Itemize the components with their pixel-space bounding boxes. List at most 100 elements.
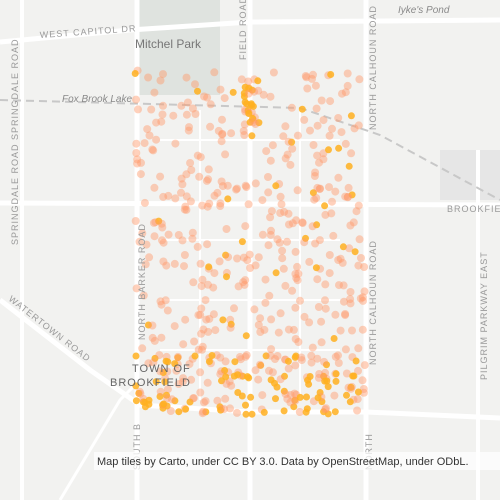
point xyxy=(169,111,178,120)
point xyxy=(191,352,199,360)
point xyxy=(134,105,142,114)
point xyxy=(250,305,259,314)
point xyxy=(222,225,231,233)
point xyxy=(300,312,309,321)
point xyxy=(317,338,326,347)
point xyxy=(254,86,263,95)
point xyxy=(157,219,166,228)
place-label: Mitchel Park xyxy=(135,37,202,51)
point xyxy=(156,76,165,85)
point xyxy=(178,377,187,386)
point xyxy=(205,314,214,323)
point xyxy=(132,139,141,148)
point xyxy=(325,131,334,140)
point xyxy=(321,280,330,289)
point xyxy=(302,408,310,416)
point xyxy=(321,202,329,210)
point xyxy=(216,199,225,208)
point xyxy=(335,281,343,290)
place-label: Fox Brook Lake xyxy=(62,94,132,105)
point xyxy=(249,118,258,127)
point xyxy=(214,126,223,135)
point xyxy=(341,310,350,318)
point xyxy=(180,205,189,214)
point xyxy=(223,273,230,281)
point xyxy=(258,196,267,205)
point xyxy=(264,241,273,250)
point xyxy=(298,105,306,113)
point xyxy=(234,389,242,396)
point xyxy=(142,240,151,249)
point xyxy=(349,372,357,380)
point xyxy=(291,335,300,343)
point xyxy=(329,231,338,240)
point xyxy=(148,321,157,330)
point xyxy=(346,288,355,296)
place-label: Iyke's Pond xyxy=(398,5,450,16)
point xyxy=(330,335,338,342)
point xyxy=(345,162,353,170)
point xyxy=(209,310,218,319)
point xyxy=(298,219,307,227)
point xyxy=(326,97,335,106)
road xyxy=(0,298,500,421)
point xyxy=(279,132,288,141)
point xyxy=(135,237,144,246)
point xyxy=(328,124,336,133)
point xyxy=(360,287,369,296)
point xyxy=(313,354,322,363)
point xyxy=(159,192,168,201)
point xyxy=(210,269,219,278)
point xyxy=(321,296,329,305)
point xyxy=(341,192,350,201)
point xyxy=(343,391,350,399)
point xyxy=(131,217,140,225)
point xyxy=(182,205,191,214)
point xyxy=(348,191,356,199)
point xyxy=(347,112,355,120)
point xyxy=(276,309,285,318)
point xyxy=(193,151,202,160)
point xyxy=(280,387,288,395)
point xyxy=(203,202,212,211)
point xyxy=(284,137,293,146)
point xyxy=(233,184,241,193)
point xyxy=(336,254,345,263)
point xyxy=(242,351,251,360)
point xyxy=(349,218,358,227)
point xyxy=(287,103,296,112)
point xyxy=(334,256,343,264)
point xyxy=(180,251,189,259)
point xyxy=(221,367,229,374)
point xyxy=(155,217,163,225)
point xyxy=(327,209,336,218)
point xyxy=(163,391,170,399)
point xyxy=(187,375,196,384)
point xyxy=(132,382,140,390)
point xyxy=(191,80,199,89)
point xyxy=(239,278,248,287)
point xyxy=(159,257,168,266)
point xyxy=(241,276,250,285)
point xyxy=(343,81,352,90)
road-label: NORTH CALHOUN ROAD xyxy=(368,240,378,365)
point xyxy=(296,296,304,305)
point xyxy=(177,101,186,110)
point xyxy=(358,293,367,302)
road-label: BROOKFIELD xyxy=(447,204,500,214)
point xyxy=(272,269,280,277)
point xyxy=(171,397,179,405)
point xyxy=(297,353,306,362)
point xyxy=(346,221,355,230)
point xyxy=(216,353,225,362)
point xyxy=(265,291,274,300)
point xyxy=(338,258,347,267)
point xyxy=(265,366,273,375)
point xyxy=(218,129,227,138)
point xyxy=(267,315,276,324)
point xyxy=(226,323,235,332)
point xyxy=(227,129,236,138)
point xyxy=(332,377,340,385)
point xyxy=(288,138,296,146)
